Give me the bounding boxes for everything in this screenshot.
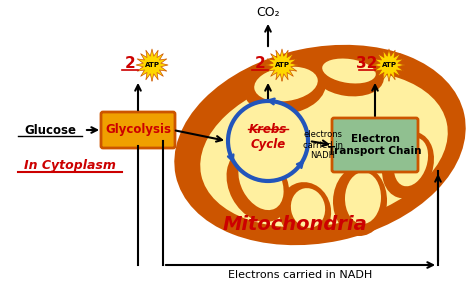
Text: Glycolysis: Glycolysis xyxy=(105,124,171,137)
Ellipse shape xyxy=(279,182,331,240)
Polygon shape xyxy=(266,49,298,81)
Text: 32: 32 xyxy=(356,55,378,71)
Text: electrons
carried in
NADH: electrons carried in NADH xyxy=(303,130,343,160)
Text: CO₂: CO₂ xyxy=(256,6,280,18)
Ellipse shape xyxy=(382,132,434,198)
Ellipse shape xyxy=(238,154,283,210)
Text: Krebs
Cycle: Krebs Cycle xyxy=(249,123,287,151)
Text: Electron
Transport Chain: Electron Transport Chain xyxy=(328,134,422,156)
Ellipse shape xyxy=(227,148,290,222)
Text: ATP: ATP xyxy=(274,62,290,68)
Ellipse shape xyxy=(291,188,325,228)
Polygon shape xyxy=(373,49,405,81)
Ellipse shape xyxy=(200,71,448,227)
Ellipse shape xyxy=(174,45,465,245)
Text: Mitochondria: Mitochondria xyxy=(223,215,367,234)
Ellipse shape xyxy=(345,172,381,224)
Ellipse shape xyxy=(394,138,428,186)
Polygon shape xyxy=(136,49,168,81)
Text: Glucose: Glucose xyxy=(24,124,76,137)
FancyBboxPatch shape xyxy=(332,118,418,172)
Ellipse shape xyxy=(254,67,318,101)
FancyBboxPatch shape xyxy=(101,112,175,148)
Ellipse shape xyxy=(244,62,326,114)
Text: Electrons carried in NADH: Electrons carried in NADH xyxy=(228,270,372,280)
Text: ATP: ATP xyxy=(145,62,159,68)
Text: ATP: ATP xyxy=(382,62,396,68)
Ellipse shape xyxy=(312,54,384,96)
Ellipse shape xyxy=(322,59,376,84)
Circle shape xyxy=(228,101,308,181)
Ellipse shape xyxy=(333,166,387,236)
Text: 2: 2 xyxy=(125,55,136,71)
Text: In Cytoplasm: In Cytoplasm xyxy=(24,159,116,171)
Text: 2: 2 xyxy=(255,55,265,71)
